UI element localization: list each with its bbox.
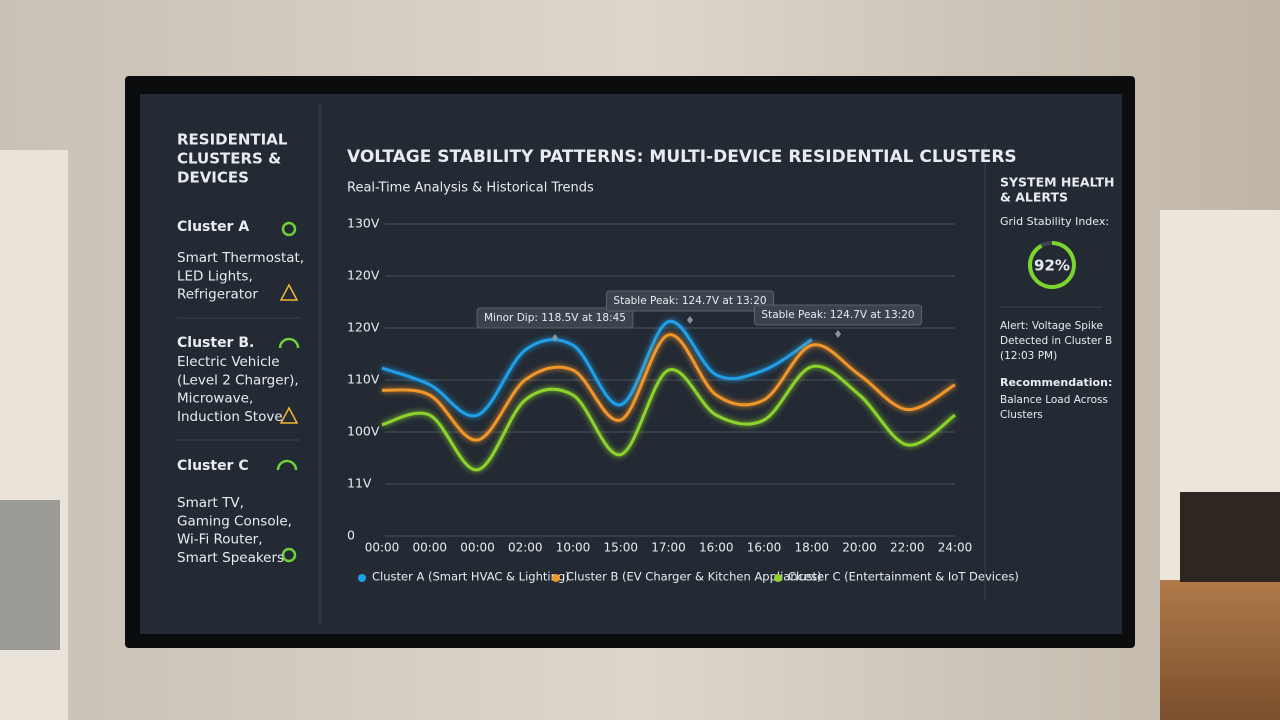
warning-icon: [279, 283, 299, 301]
device: Gaming Console,: [177, 513, 292, 529]
chart-subtitle: Real-Time Analysis & Historical Trends: [347, 181, 594, 196]
recommendation: Balance Load Across: [1000, 394, 1108, 406]
recommendation: Clusters: [1000, 409, 1043, 421]
gauge-arc: [1028, 241, 1076, 289]
cabinet: [1180, 492, 1280, 582]
ok-icon: [281, 221, 297, 237]
recommendation-title: Recommendation:: [1000, 376, 1112, 389]
cluster-name: Cluster B.: [177, 335, 254, 351]
y-tick-label: 120V: [347, 268, 380, 283]
annotation: Stable Peak: 124.7V at 13:20: [761, 309, 914, 321]
y-tick-label: 0: [347, 528, 355, 543]
series-line: [381, 364, 956, 472]
device: Refrigerator: [177, 287, 258, 303]
y-tick-label: 130V: [347, 216, 380, 231]
floor: [1160, 580, 1280, 720]
y-tick-label: 120V: [347, 320, 380, 335]
x-tick-label: 02:00: [508, 541, 543, 555]
ok-icon: [281, 547, 297, 563]
legend-swatch: [552, 574, 560, 582]
y-tick-label: 11V: [347, 476, 372, 491]
gauge-icon: [278, 337, 300, 349]
gauge-icon: [276, 459, 298, 471]
device: Wi-Fi Router,: [177, 532, 263, 548]
chart-title: VOLTAGE STABILITY PATTERNS: MULTI-DEVICE…: [347, 147, 1017, 167]
sidebar-title: DEVICES: [177, 169, 249, 187]
x-tick-label: 00:00: [365, 541, 400, 555]
legend-label: Cluster A (Smart HVAC & Lighting): [372, 570, 570, 584]
annotation-box: [753, 304, 923, 326]
x-tick-label: 24:00: [938, 541, 973, 555]
index-label: Grid Stability Index:: [1000, 215, 1109, 228]
x-tick-label: 22:00: [890, 541, 925, 555]
series-line: [381, 333, 956, 442]
legend-label: Cluster B (EV Charger & Kitchen Applianc…: [566, 570, 822, 584]
x-tick-label: 16:00: [747, 541, 782, 555]
device: Induction Stove: [177, 409, 283, 425]
legend-swatch: [358, 574, 366, 582]
annotation-pointer: [687, 316, 693, 324]
cluster-name: Cluster A: [177, 219, 249, 235]
x-tick-label: 00:00: [412, 541, 447, 555]
alert: Alert: Voltage Spike: [1000, 320, 1103, 332]
alert: (12:03 PM): [1000, 350, 1057, 362]
series-line: [381, 320, 813, 418]
annotation: Stable Peak: 124.7V at 13:20: [613, 295, 766, 307]
y-tick-label: 110V: [347, 372, 380, 387]
x-tick-label: 10:00: [556, 541, 591, 555]
x-tick-label: 16:00: [699, 541, 734, 555]
warning-icon: [279, 406, 299, 424]
sidebar-title: RESIDENTIAL: [177, 131, 288, 149]
device: LED Lights,: [177, 268, 253, 284]
annotation: Minor Dip: 118.5V at 18:45: [484, 312, 626, 324]
status-icons: [276, 221, 300, 563]
annotation-box: [476, 307, 634, 329]
device: Microwave,: [177, 391, 253, 407]
device: Smart Speakers: [177, 550, 284, 566]
cluster-name: Cluster C: [177, 458, 249, 474]
device: Smart Thermostat,: [177, 250, 304, 266]
x-tick-label: 17:00: [651, 541, 686, 555]
screen: [140, 94, 1122, 634]
sofa: [0, 500, 60, 650]
device: Smart TV,: [177, 495, 244, 511]
x-tick-label: 00:00: [460, 541, 495, 555]
alert: Detected in Cluster B: [1000, 335, 1112, 347]
device: Electric Vehicle: [177, 354, 280, 370]
annotation-pointer: [552, 334, 558, 342]
annotation-box: [605, 290, 775, 312]
panel-title: SYSTEM HEALTH: [1000, 175, 1114, 190]
x-tick-label: 18:00: [794, 541, 829, 555]
sidebar-title: CLUSTERS &: [177, 150, 281, 168]
legend-label: Cluster C (Entertainment & IoT Devices): [788, 570, 1019, 584]
x-tick-label: 15:00: [603, 541, 638, 555]
y-tick-label: 100V: [347, 424, 380, 439]
legend-swatch: [774, 574, 782, 582]
device: (Level 2 Charger),: [177, 372, 299, 388]
index-value: 92%: [1034, 257, 1070, 275]
annotation-pointer: [835, 330, 841, 338]
x-tick-label: 20:00: [842, 541, 877, 555]
panel-title: & ALERTS: [1000, 190, 1068, 205]
